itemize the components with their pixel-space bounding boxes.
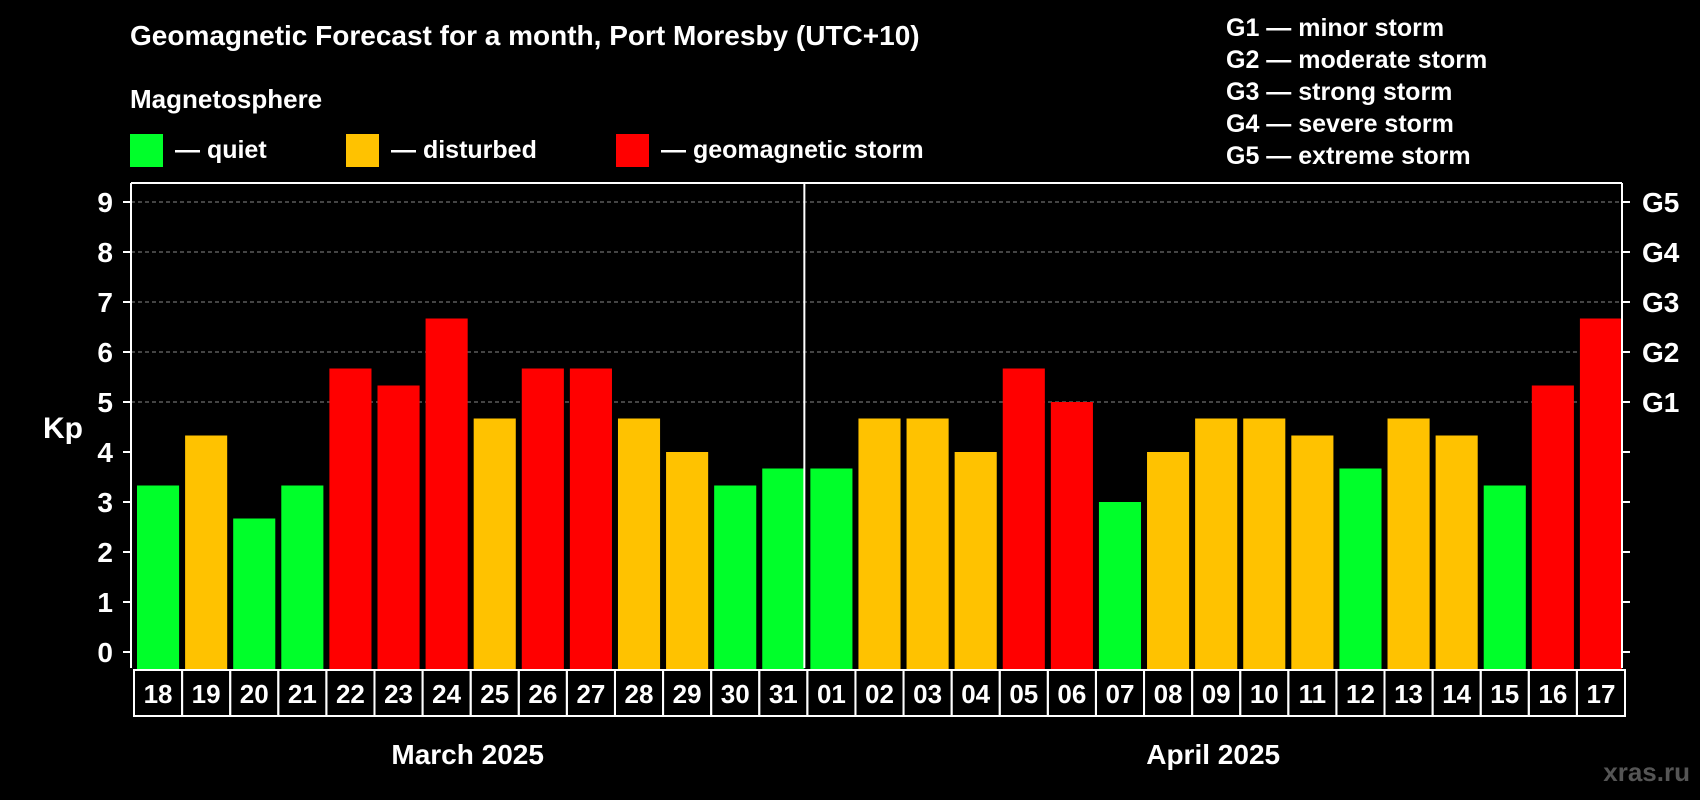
month-label: April 2025 bbox=[1146, 739, 1280, 770]
y-tick-label: 4 bbox=[97, 437, 113, 468]
day-label: 14 bbox=[1442, 679, 1471, 709]
day-label: 27 bbox=[576, 679, 605, 709]
day-label: 30 bbox=[721, 679, 750, 709]
bar bbox=[666, 452, 708, 669]
bar bbox=[1291, 436, 1333, 670]
day-label: 10 bbox=[1250, 679, 1279, 709]
day-label: 11 bbox=[1299, 679, 1327, 709]
bar bbox=[714, 486, 756, 670]
bar bbox=[1436, 436, 1478, 670]
day-label: 24 bbox=[432, 679, 461, 709]
day-label: 25 bbox=[480, 679, 509, 709]
g-level-label: G3 bbox=[1642, 287, 1679, 318]
bar bbox=[1484, 486, 1526, 670]
bar bbox=[233, 519, 275, 670]
day-label: 28 bbox=[625, 679, 654, 709]
bar bbox=[426, 319, 468, 670]
day-label: 07 bbox=[1106, 679, 1135, 709]
bar bbox=[907, 419, 949, 670]
bar bbox=[329, 369, 371, 670]
bar bbox=[185, 436, 227, 670]
bar bbox=[762, 469, 804, 670]
bar bbox=[858, 419, 900, 670]
y-tick-label: 8 bbox=[97, 237, 113, 268]
g-level-label: G4 bbox=[1642, 237, 1680, 268]
y-tick-label: 1 bbox=[97, 587, 113, 618]
bar bbox=[281, 486, 323, 670]
bar bbox=[618, 419, 660, 670]
day-label: 20 bbox=[240, 679, 269, 709]
bar bbox=[1388, 419, 1430, 670]
bar bbox=[1051, 402, 1093, 669]
bar bbox=[1099, 502, 1141, 669]
y-tick-label: 7 bbox=[97, 287, 113, 318]
bar bbox=[1147, 452, 1189, 669]
day-label: 03 bbox=[913, 679, 942, 709]
day-label: 16 bbox=[1538, 679, 1567, 709]
bar bbox=[137, 486, 179, 670]
watermark: xras.ru bbox=[1603, 757, 1690, 788]
day-label: 17 bbox=[1586, 679, 1615, 709]
bar bbox=[1243, 419, 1285, 670]
y-tick-label: 2 bbox=[97, 537, 113, 568]
y-tick-label: 3 bbox=[97, 487, 113, 518]
day-label: 29 bbox=[673, 679, 702, 709]
day-label: 02 bbox=[865, 679, 894, 709]
day-label: 06 bbox=[1057, 679, 1086, 709]
g-level-label: G2 bbox=[1642, 337, 1679, 368]
bar bbox=[1532, 386, 1574, 670]
y-tick-label: 0 bbox=[97, 637, 113, 668]
bar bbox=[522, 369, 564, 670]
bar bbox=[474, 419, 516, 670]
day-label: 23 bbox=[384, 679, 413, 709]
bar bbox=[810, 469, 852, 670]
g-level-label: G5 bbox=[1642, 187, 1679, 218]
bar bbox=[377, 386, 419, 670]
day-label: 09 bbox=[1202, 679, 1231, 709]
day-label: 05 bbox=[1009, 679, 1038, 709]
y-tick-label: 9 bbox=[97, 187, 113, 218]
bar bbox=[1195, 419, 1237, 670]
bar bbox=[955, 452, 997, 669]
bar bbox=[1339, 469, 1381, 670]
day-label: 19 bbox=[192, 679, 221, 709]
bar bbox=[570, 369, 612, 670]
day-label: 08 bbox=[1154, 679, 1183, 709]
month-label: March 2025 bbox=[391, 739, 544, 770]
y-tick-label: 6 bbox=[97, 337, 113, 368]
day-label: 15 bbox=[1490, 679, 1519, 709]
g-level-label: G1 bbox=[1642, 387, 1679, 418]
day-label: 26 bbox=[528, 679, 557, 709]
day-label: 18 bbox=[144, 679, 173, 709]
day-label: 13 bbox=[1394, 679, 1423, 709]
y-tick-label: 5 bbox=[97, 387, 113, 418]
day-label: 01 bbox=[817, 679, 846, 709]
day-label: 04 bbox=[961, 679, 990, 709]
day-label: 21 bbox=[288, 679, 317, 709]
day-label: 22 bbox=[336, 679, 365, 709]
bar bbox=[1003, 369, 1045, 670]
day-label: 31 bbox=[769, 679, 798, 709]
y-axis-title: Kp bbox=[43, 412, 83, 445]
day-label: 12 bbox=[1346, 679, 1375, 709]
bar bbox=[1580, 319, 1622, 670]
